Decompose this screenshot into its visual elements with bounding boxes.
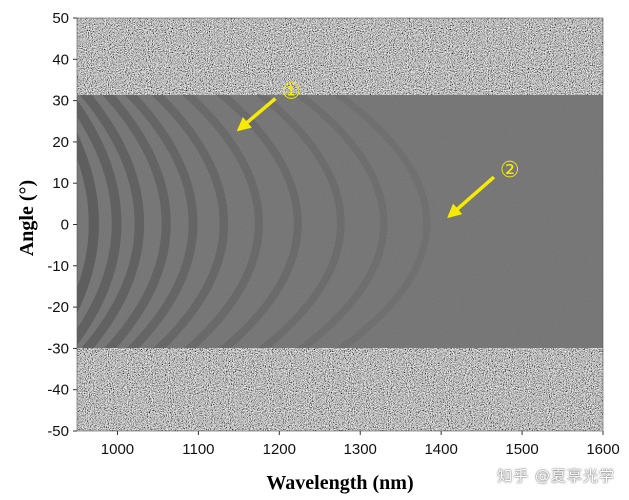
x-tick-label: 1300 [344, 441, 377, 458]
x-axis-title: Wavelength (nm) [266, 472, 413, 494]
annotation-label: ① [281, 80, 301, 105]
y-tick-label: -10 [47, 258, 69, 275]
x-tick-label: 1400 [424, 441, 457, 458]
watermark: 知乎 @夏享光学 [497, 467, 615, 485]
y-tick-label: 40 [52, 51, 69, 68]
y-tick-label: 20 [52, 134, 69, 151]
y-tick-label: -50 [47, 423, 69, 440]
y-tick-label: -30 [47, 340, 69, 357]
y-tick-label: 30 [52, 93, 69, 110]
x-tick-label: 1500 [505, 441, 538, 458]
band-texture [77, 95, 603, 348]
y-tick-label: 0 [61, 217, 69, 234]
x-tick-label: 1600 [586, 441, 619, 458]
x-tick-label: 1100 [182, 441, 214, 458]
x-axis: 1000 1100 1200 1300 1400 1500 1600 [101, 431, 620, 458]
y-axis-title: Angle (°) [16, 180, 38, 256]
y-tick-label: -40 [47, 382, 69, 399]
annotation-arrow [447, 175, 496, 219]
y-tick-label: 10 [52, 175, 69, 192]
x-tick-label: 1000 [101, 441, 134, 458]
y-tick-label: 50 [52, 10, 69, 27]
y-tick-label: -20 [47, 299, 69, 316]
annotation-arrow [236, 97, 277, 132]
x-tick-label: 1200 [263, 441, 296, 458]
annotation-label: ② [500, 158, 520, 183]
plot-image [77, 18, 603, 431]
y-axis: 50 40 30 20 10 0 -10 -20 -30 -40 -50 [47, 10, 77, 440]
annotations: ①② [236, 80, 520, 219]
